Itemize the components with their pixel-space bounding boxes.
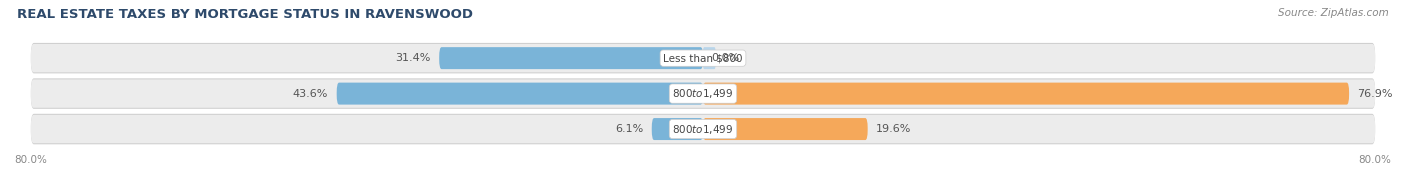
FancyBboxPatch shape — [336, 83, 703, 105]
FancyBboxPatch shape — [703, 118, 868, 140]
Text: 31.4%: 31.4% — [395, 53, 430, 63]
Text: 6.1%: 6.1% — [614, 124, 644, 134]
Text: 19.6%: 19.6% — [876, 124, 911, 134]
FancyBboxPatch shape — [703, 47, 716, 69]
FancyBboxPatch shape — [31, 115, 1375, 143]
Text: Source: ZipAtlas.com: Source: ZipAtlas.com — [1278, 8, 1389, 18]
FancyBboxPatch shape — [652, 118, 703, 140]
FancyBboxPatch shape — [31, 114, 1375, 144]
Text: 43.6%: 43.6% — [292, 89, 328, 99]
FancyBboxPatch shape — [31, 78, 1375, 109]
FancyBboxPatch shape — [439, 47, 703, 69]
Text: 76.9%: 76.9% — [1358, 89, 1393, 99]
Text: $800 to $1,499: $800 to $1,499 — [672, 122, 734, 136]
Text: $800 to $1,499: $800 to $1,499 — [672, 87, 734, 100]
FancyBboxPatch shape — [703, 83, 1350, 105]
FancyBboxPatch shape — [31, 43, 1375, 73]
Text: 0.0%: 0.0% — [711, 53, 740, 63]
FancyBboxPatch shape — [31, 44, 1375, 72]
Text: Less than $800: Less than $800 — [664, 53, 742, 63]
Text: REAL ESTATE TAXES BY MORTGAGE STATUS IN RAVENSWOOD: REAL ESTATE TAXES BY MORTGAGE STATUS IN … — [17, 8, 472, 21]
FancyBboxPatch shape — [31, 79, 1375, 108]
